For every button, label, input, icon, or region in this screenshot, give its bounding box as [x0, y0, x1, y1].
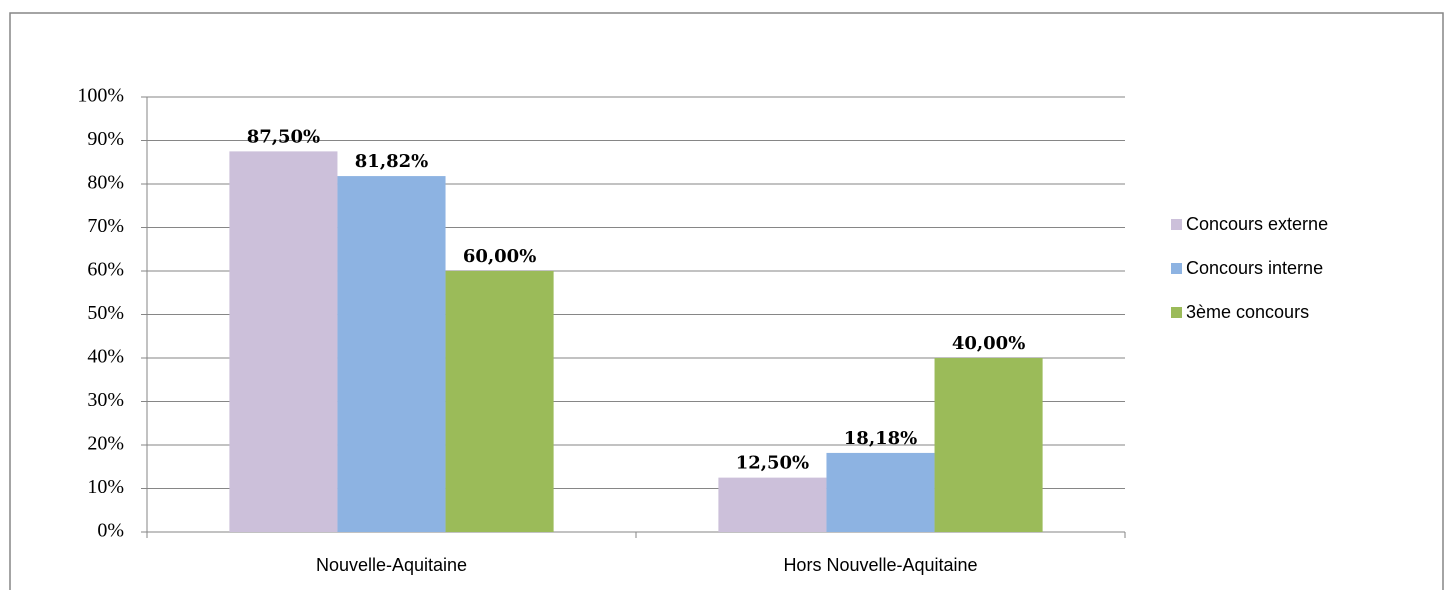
y-tick-label: 40% — [87, 346, 124, 368]
data-label: 87,50% — [247, 126, 320, 147]
data-label: 81,82% — [355, 151, 428, 172]
legend-label: 3ème concours — [1186, 302, 1309, 322]
x-tick-label: Nouvelle-Aquitaine — [316, 555, 467, 575]
legend-swatch — [1171, 263, 1182, 274]
bar — [718, 477, 827, 532]
bar — [229, 151, 338, 532]
y-tick-label: 60% — [87, 259, 124, 281]
bar — [934, 358, 1043, 532]
y-tick-label: 30% — [87, 389, 124, 411]
y-tick-label: 0% — [97, 520, 124, 542]
y-tick-label: 50% — [87, 302, 124, 324]
x-tick-label: Hors Nouvelle-Aquitaine — [783, 555, 977, 575]
y-tick-label: 90% — [87, 128, 124, 150]
legend-label: Concours externe — [1186, 214, 1328, 234]
legend-label: Concours interne — [1186, 258, 1323, 278]
y-tick-label: 10% — [87, 476, 124, 498]
legend-swatch — [1171, 219, 1182, 230]
y-tick-label: 20% — [87, 433, 124, 455]
y-tick-label: 70% — [87, 215, 124, 237]
bar — [445, 271, 554, 532]
y-tick-label: 100% — [77, 85, 124, 107]
data-label: 18,18% — [844, 428, 917, 449]
data-label: 40,00% — [952, 333, 1025, 354]
legend-swatch — [1171, 307, 1182, 318]
data-label: 12,50% — [736, 453, 809, 474]
bar — [826, 452, 935, 532]
data-label: 60,00% — [463, 246, 536, 267]
bar — [337, 176, 446, 532]
y-tick-label: 80% — [87, 172, 124, 194]
chart-frame — [9, 12, 1444, 590]
